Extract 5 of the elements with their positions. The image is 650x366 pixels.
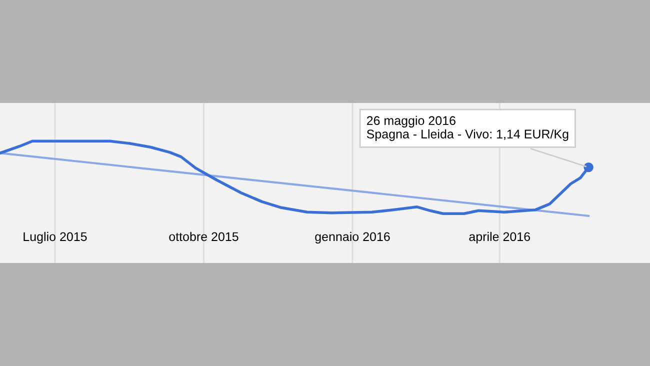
x-tick-label: gennaio 2016 [315, 232, 390, 244]
x-tick-label: Luglio 2015 [24, 232, 87, 244]
x-tick-label: aprile 2016 [469, 232, 530, 244]
annotation: 26 maggio 2016 Spagna - Lleida - Vivo: 1,14 EUR/Kg [366, 116, 568, 141]
x-tick-label: ottobre 2015 [169, 232, 238, 242]
